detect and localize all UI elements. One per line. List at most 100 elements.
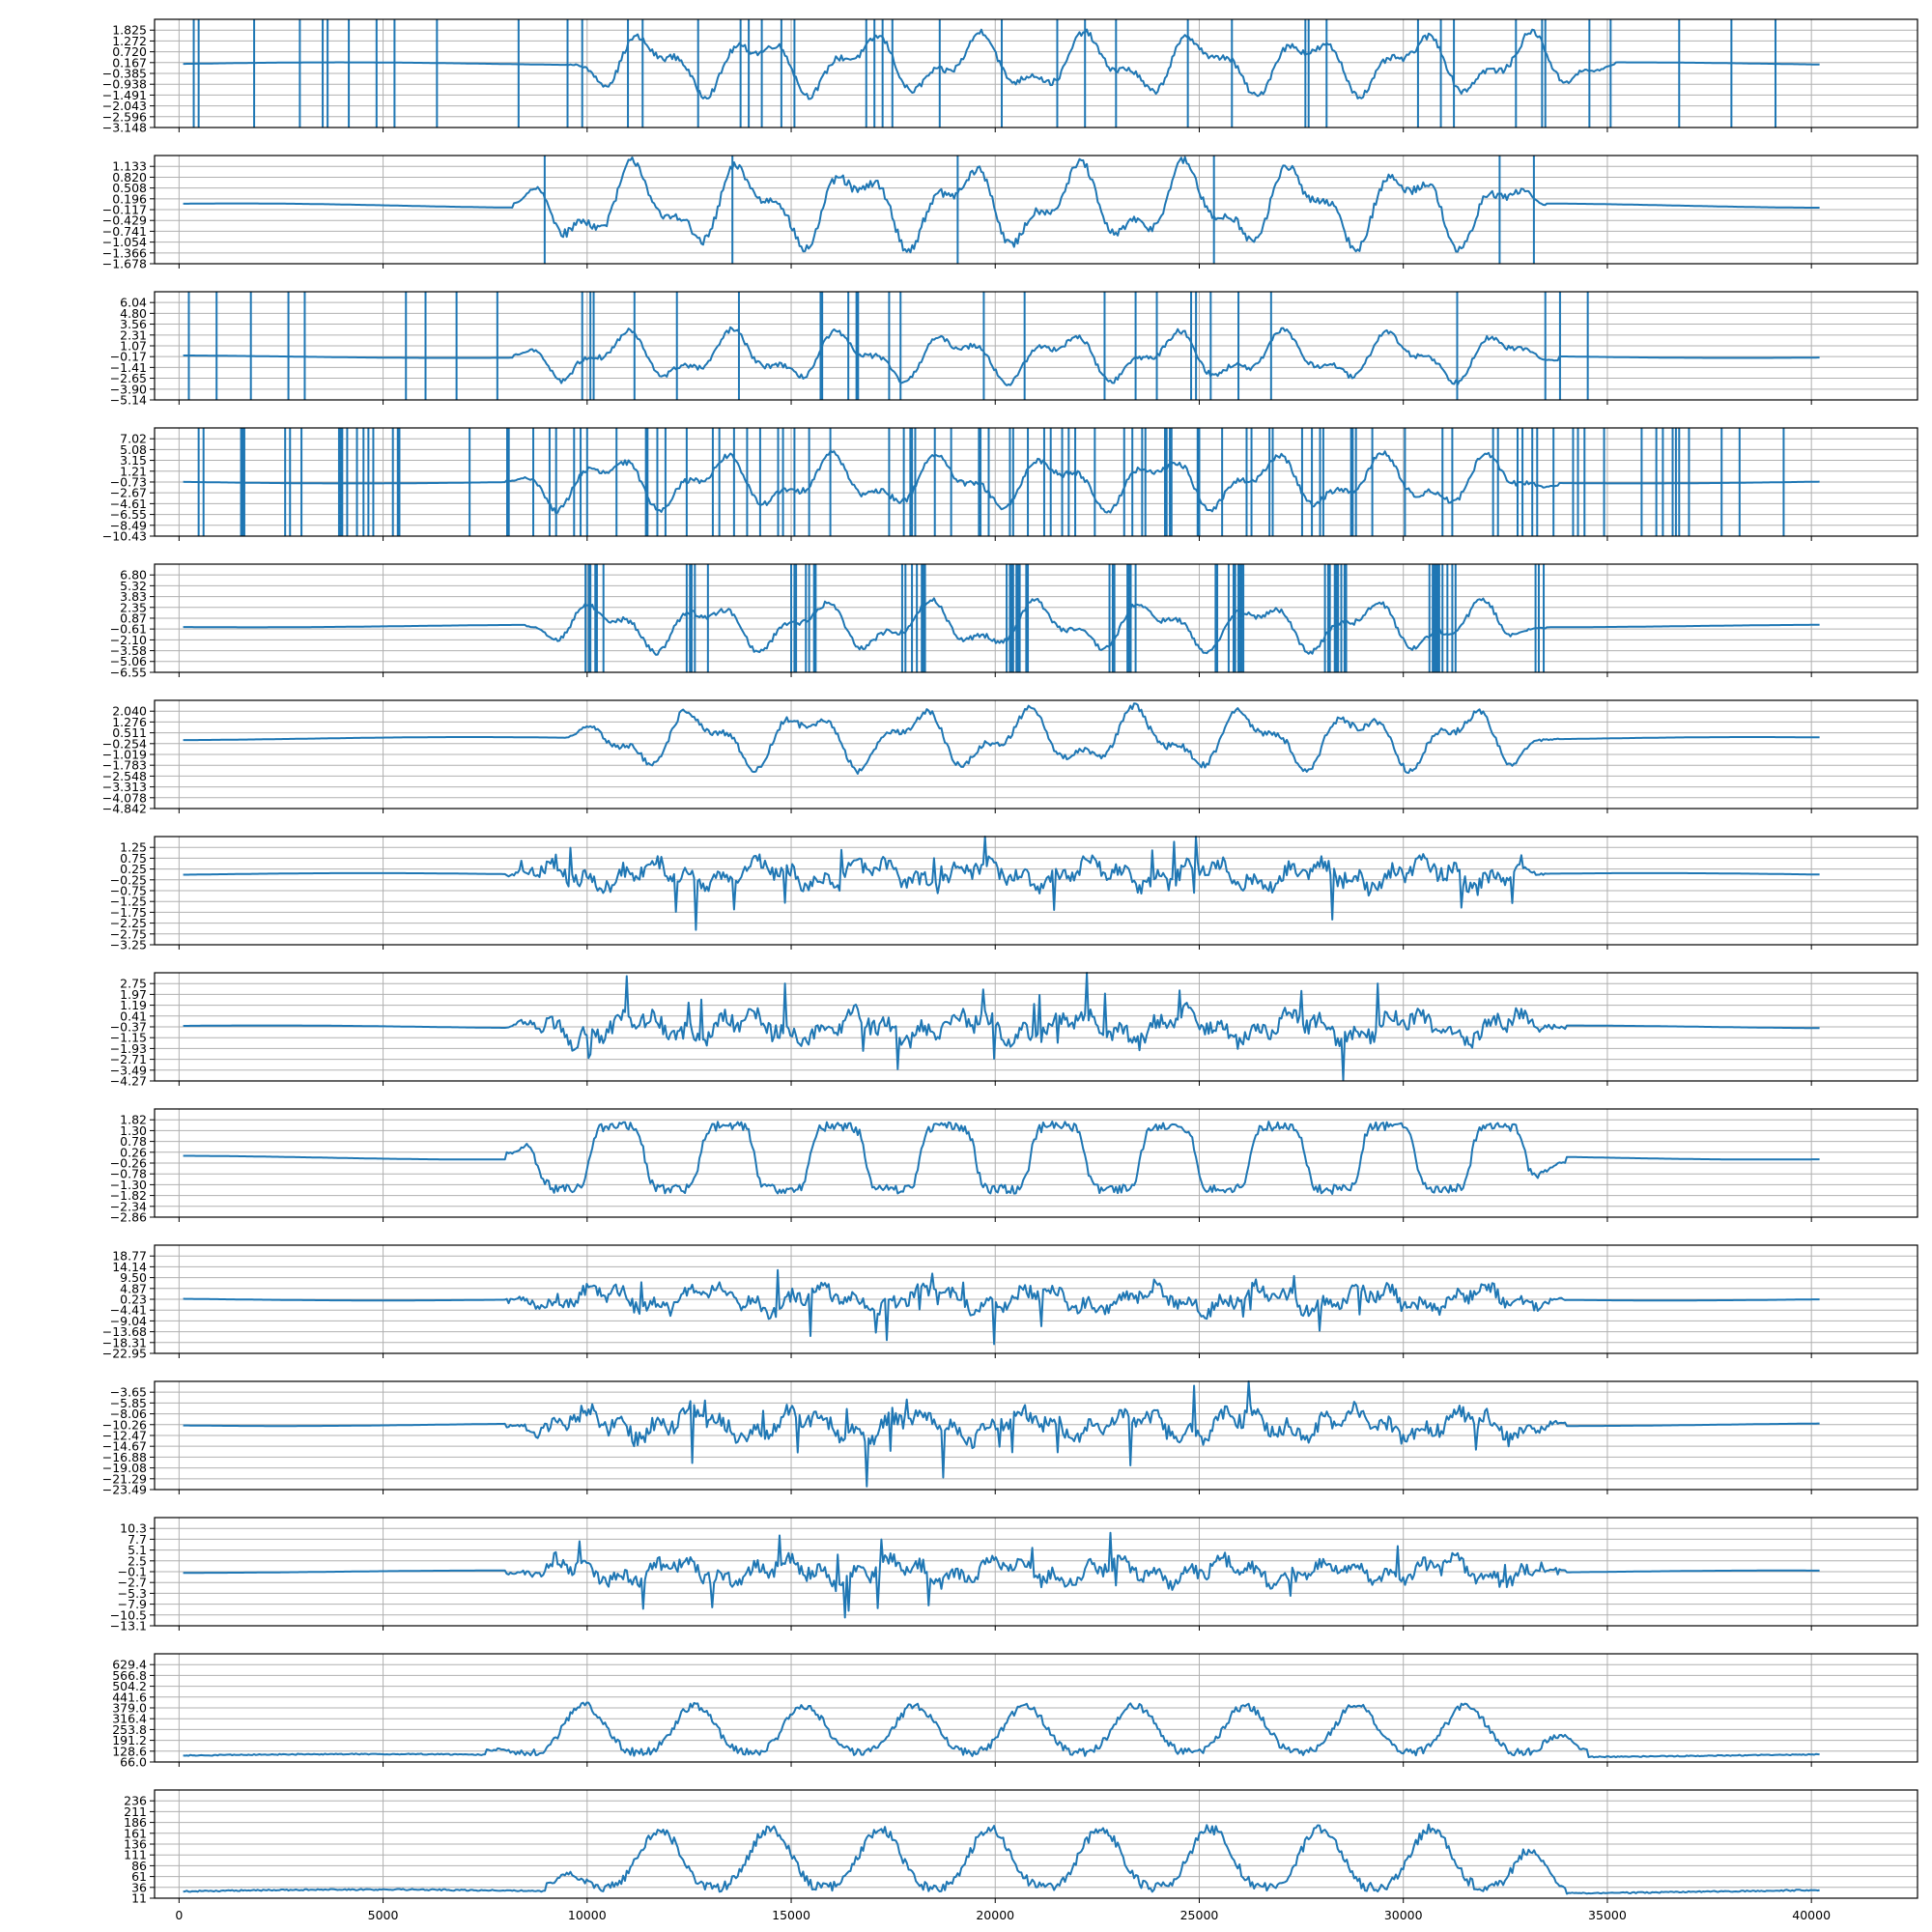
y-tick-label: −0.26: [110, 1156, 147, 1171]
y-tick-label: 1.30: [120, 1123, 147, 1138]
y-tick-label: 0.196: [112, 191, 147, 206]
x-tick-label: 5000: [368, 1908, 399, 1922]
y-tick-label: −2.75: [110, 926, 147, 941]
y-tick-label: 1.07: [120, 339, 147, 354]
y-tick-label: −16.88: [102, 1450, 147, 1464]
y-tick-label: 0.508: [112, 181, 147, 195]
y-tick-label: −1.783: [102, 758, 147, 773]
axes-frame: [154, 1108, 1918, 1218]
x-tick-label: 15000: [772, 1908, 810, 1922]
y-tick-label: 10.3: [120, 1521, 147, 1536]
y-tick-label: −5.06: [110, 654, 147, 668]
subplot-13: 629.4566.8504.2441.6379.0316.4253.8191.2…: [112, 1653, 1918, 1770]
y-tick-label: −0.25: [110, 872, 147, 887]
y-tick-label: −8.06: [110, 1406, 147, 1421]
subplot-3: 6.044.803.562.311.07−0.17−1.41−2.65−3.90…: [110, 291, 1918, 408]
y-tick-label: −12.47: [102, 1429, 147, 1443]
y-tick-label: −1.366: [102, 245, 147, 260]
subplot-12: 10.37.75.12.5−0.1−2.7−5.3−7.9−10.5−13.1: [110, 1517, 1918, 1634]
y-tick-label: −7.9: [118, 1597, 147, 1611]
y-tick-label: 0.167: [112, 55, 147, 70]
y-tick-label: −0.938: [102, 77, 147, 92]
y-tick-label: 379.0: [112, 1701, 147, 1716]
series-line: [183, 597, 1820, 656]
y-tick-label: −0.385: [102, 67, 147, 81]
y-tick-label: 566.8: [112, 1668, 147, 1683]
y-tick-label: −2.67: [110, 486, 147, 500]
y-tick-label: −1.054: [102, 235, 147, 249]
y-tick-label: −2.34: [110, 1199, 147, 1213]
y-tick-label: −2.548: [102, 769, 147, 783]
y-tick-label: 2.31: [120, 327, 147, 342]
y-tick-label: −2.043: [102, 99, 147, 113]
y-tick-label: −1.75: [110, 905, 147, 920]
y-tick-label: −1.82: [110, 1188, 147, 1203]
y-tick-label: 3.56: [120, 317, 147, 331]
series-line: [183, 28, 1820, 100]
subplot-9: 1.821.300.780.26−0.26−0.78−1.30−1.82−2.3…: [110, 1108, 1918, 1225]
y-tick-label: −0.429: [102, 213, 147, 228]
y-tick-label: −6.55: [110, 507, 147, 522]
y-tick-label: 0.25: [120, 862, 147, 876]
y-tick-label: 0.820: [112, 170, 147, 185]
axes-frame: [154, 1380, 1918, 1491]
y-tick-label: 186: [124, 1815, 147, 1830]
series-line: [183, 836, 1820, 931]
y-tick-label: −5.14: [110, 393, 147, 408]
x-tick-label: 35000: [1588, 1908, 1627, 1922]
y-tick-label: 316.4: [112, 1712, 147, 1726]
y-tick-label: 504.2: [112, 1679, 147, 1693]
axes-frame: [154, 155, 1918, 265]
y-tick-label: 0.26: [120, 1145, 147, 1159]
y-tick-label: 66.0: [120, 1755, 147, 1770]
axes-frame: [154, 699, 1918, 810]
y-tick-label: 0.78: [120, 1134, 147, 1149]
y-tick-label: 441.6: [112, 1690, 147, 1704]
subplot-6: 2.0401.2760.511−0.254−1.019−1.783−2.548−…: [102, 699, 1918, 816]
y-tick-label: −0.37: [110, 1020, 147, 1035]
subplot-7: 1.250.750.25−0.25−0.75−1.25−1.75−2.25−2.…: [110, 836, 1918, 952]
y-tick-label: 6.04: [120, 296, 147, 310]
y-tick-label: −10.26: [102, 1417, 147, 1432]
y-tick-label: 9.50: [120, 1270, 147, 1285]
y-tick-label: 211: [124, 1804, 147, 1819]
y-tick-label: 191.2: [112, 1733, 147, 1747]
y-tick-label: −2.10: [110, 633, 147, 647]
axes-frame: [154, 1653, 1918, 1763]
subplot-11: −3.65−5.85−8.06−10.26−12.47−14.67−16.88−…: [102, 1380, 1918, 1497]
y-tick-label: 0.511: [112, 725, 147, 740]
y-tick-label: −0.78: [110, 1167, 147, 1181]
y-tick-label: 253.8: [112, 1722, 147, 1737]
series-line: [183, 702, 1820, 775]
y-tick-label: −2.65: [110, 371, 147, 385]
y-tick-label: 61: [131, 1869, 147, 1884]
y-tick-label: −14.67: [102, 1439, 147, 1454]
y-tick-label: 1.82: [120, 1113, 147, 1127]
y-tick-label: 11: [131, 1891, 147, 1906]
series-line: [183, 972, 1820, 1082]
y-tick-label: −0.61: [110, 622, 147, 637]
axes-frame: [154, 18, 1918, 128]
axes-frame: [154, 291, 1918, 401]
y-tick-label: 7.02: [120, 432, 147, 446]
axes-frame: [154, 563, 1918, 673]
y-tick-label: 4.87: [120, 1281, 147, 1295]
y-tick-label: 14.14: [112, 1260, 147, 1274]
y-tick-label: 1.133: [112, 159, 147, 174]
y-tick-label: −2.25: [110, 916, 147, 930]
y-tick-label: 1.825: [112, 23, 147, 38]
y-tick-label: −1.019: [102, 748, 147, 762]
y-tick-label: −1.15: [110, 1031, 147, 1045]
axes-frame: [154, 1244, 1918, 1354]
y-tick-label: 0.75: [120, 851, 147, 866]
axes-frame: [154, 972, 1918, 1082]
y-tick-label: 18.77: [112, 1249, 147, 1264]
y-tick-label: 7.7: [128, 1532, 147, 1547]
y-tick-label: −0.17: [110, 350, 147, 364]
y-tick-label: 136: [124, 1837, 147, 1852]
y-tick-label: −13.1: [110, 1619, 147, 1634]
y-tick-label: 2.040: [112, 704, 147, 719]
x-tick-label: 20000: [976, 1908, 1014, 1922]
